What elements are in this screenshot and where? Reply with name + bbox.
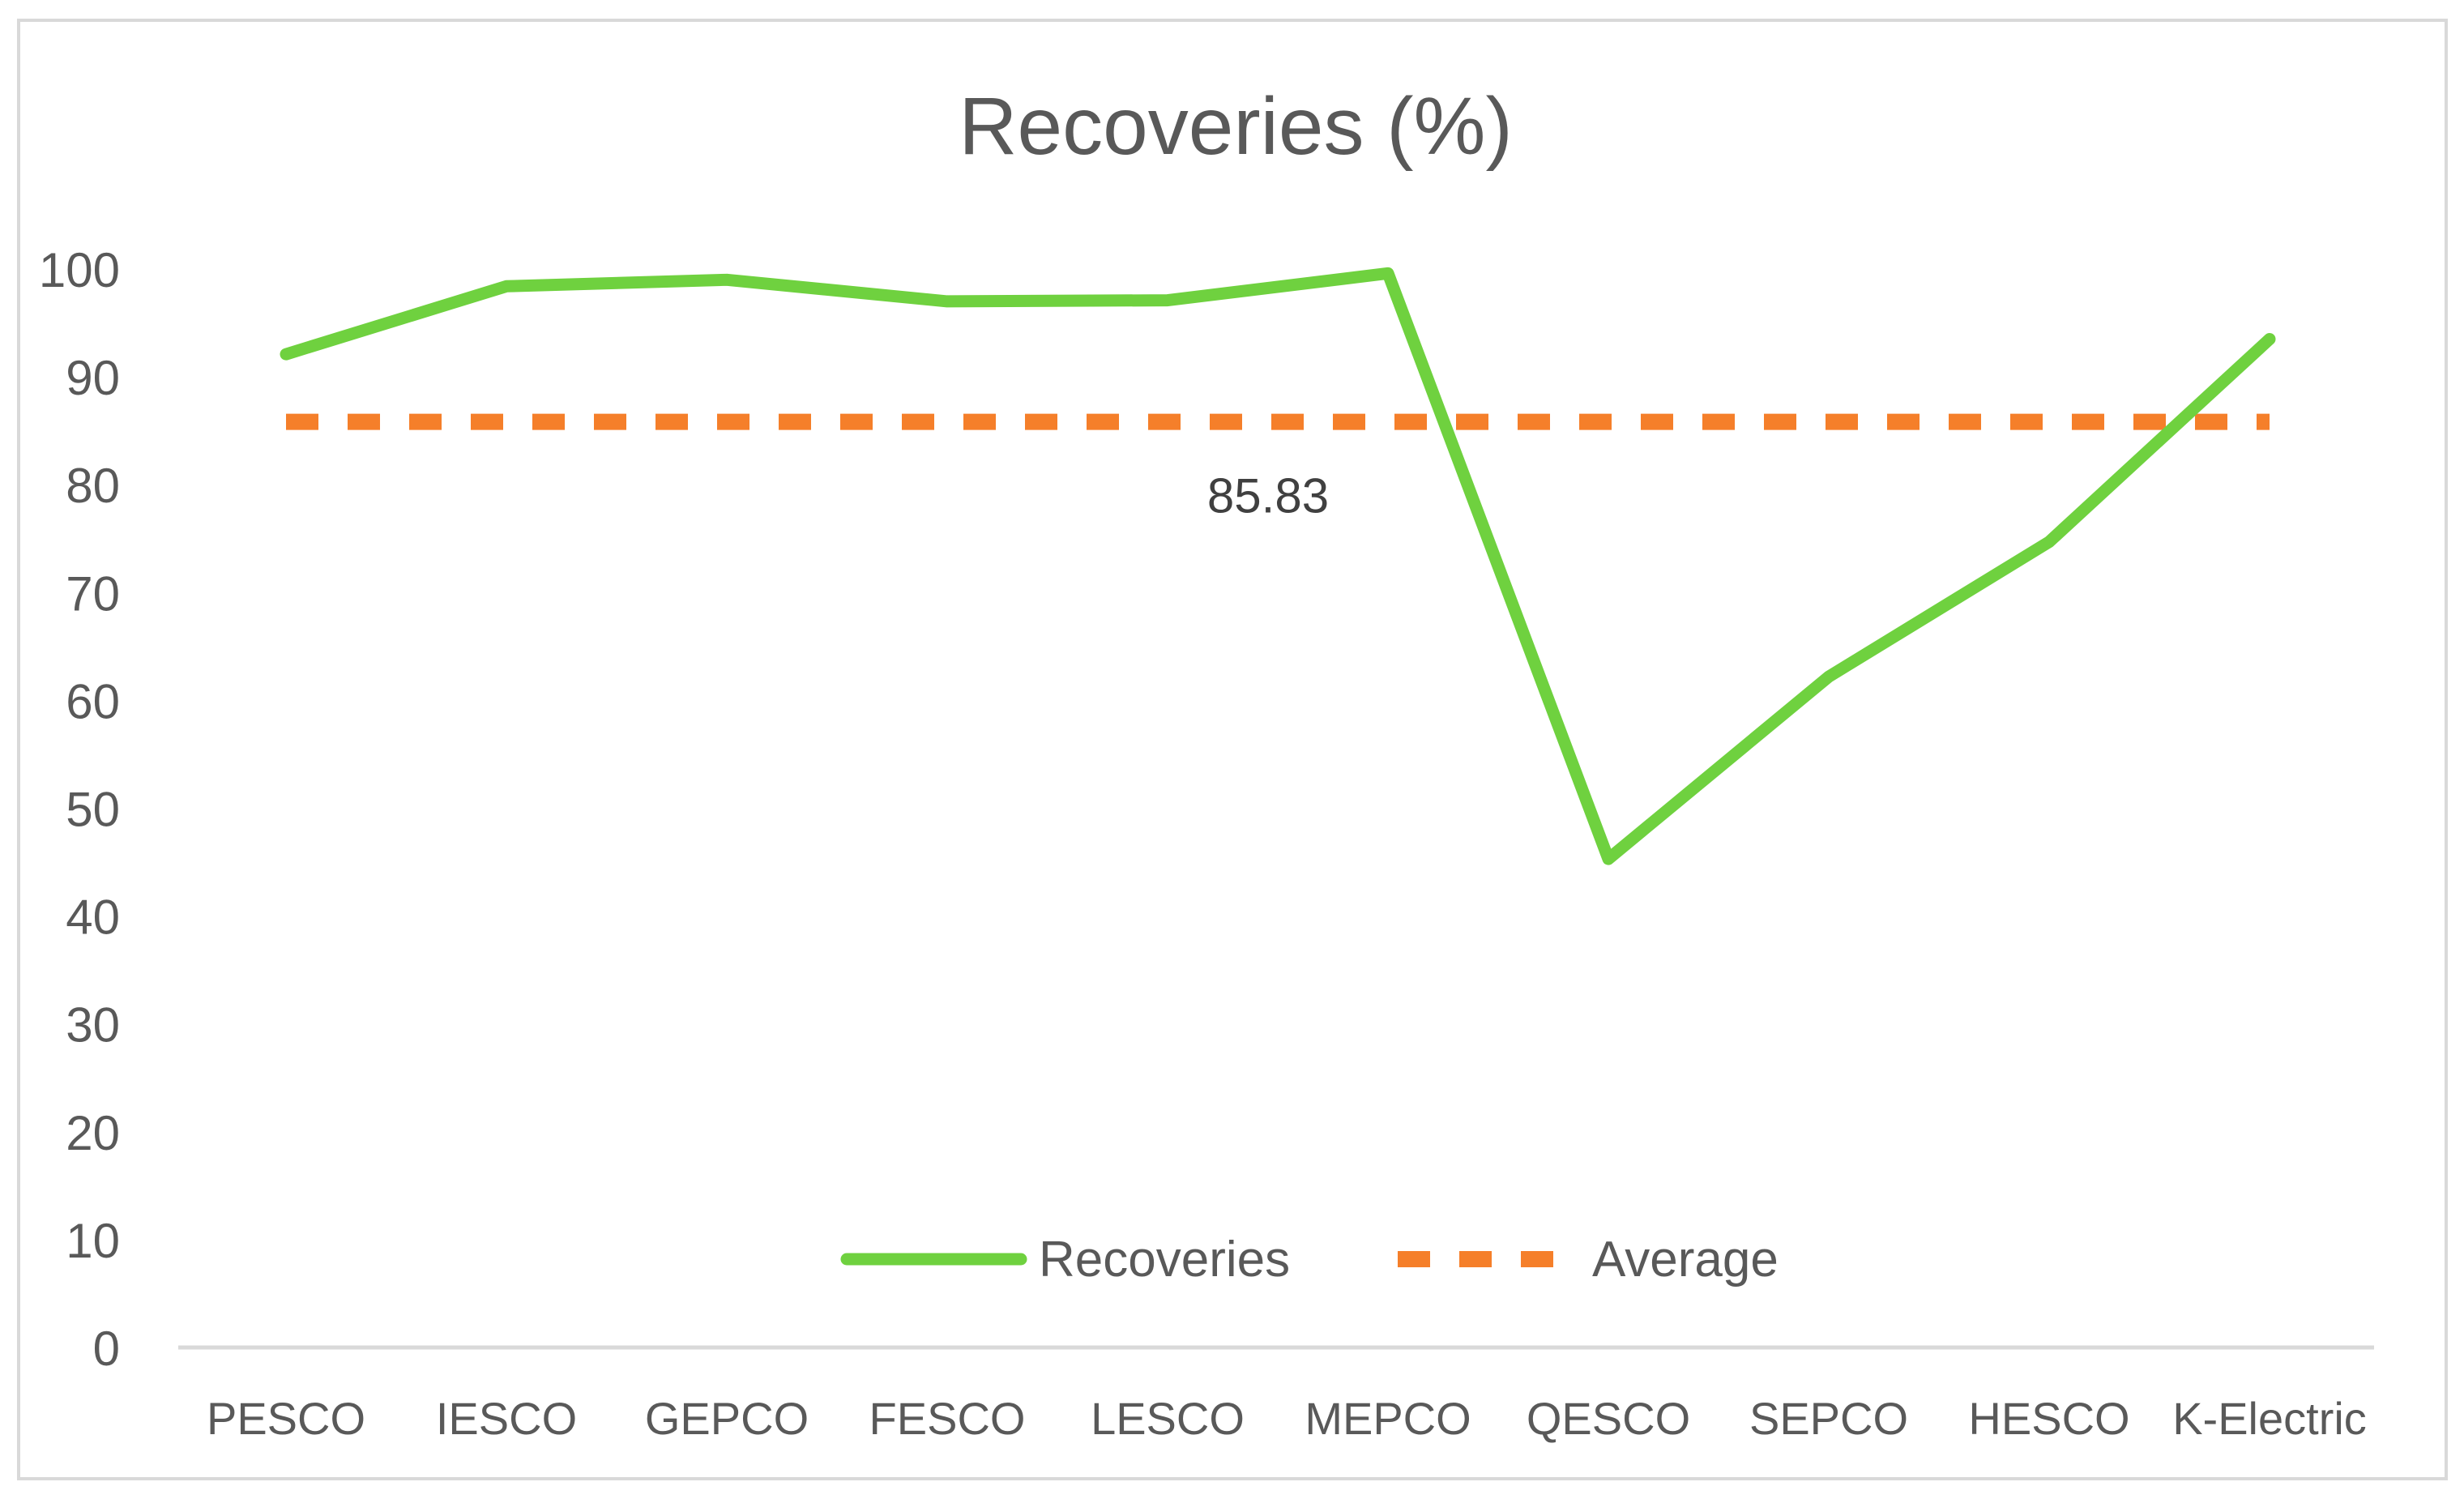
x-tick-label-qesco: QESCO xyxy=(1527,1393,1690,1444)
y-tick-label-30: 30 xyxy=(66,998,120,1053)
y-tick-label-0: 0 xyxy=(93,1322,120,1376)
y-axis-tick-labels: 0 10 20 30 40 50 60 70 80 90 100 xyxy=(39,243,120,1376)
data-labels: 85.83 xyxy=(1207,469,1329,523)
y-tick-label-20: 20 xyxy=(66,1106,120,1160)
legend: Recoveries Average xyxy=(840,1232,1779,1288)
x-tick-label-hesco: HESCO xyxy=(1968,1393,2129,1444)
chart-title: Recoveries (%) xyxy=(959,81,1513,172)
series-lines xyxy=(280,267,2276,865)
data-label-average: 85.83 xyxy=(1207,469,1329,523)
x-tick-label-fesco: FESCO xyxy=(869,1393,1026,1444)
chart-border xyxy=(17,19,2448,1480)
y-tick-label-40: 40 xyxy=(66,890,120,945)
x-axis-tick-labels: PESCO IESCO GEPCO FESCO LESCO MEPCO QESCO SEPCO… xyxy=(207,1393,2367,1444)
y-tick-label-10: 10 xyxy=(66,1214,120,1268)
y-tick-label-90: 90 xyxy=(66,351,120,405)
legend-label-average: Average xyxy=(1592,1232,1779,1288)
y-tick-label-100: 100 xyxy=(39,243,120,297)
legend-label-recoveries: Recoveries xyxy=(1039,1232,1290,1288)
x-tick-label-iesco: IESCO xyxy=(436,1393,577,1444)
y-tick-label-80: 80 xyxy=(66,459,120,513)
series-recoveries xyxy=(280,267,2276,865)
y-tick-label-60: 60 xyxy=(66,674,120,728)
x-tick-label-gepco: GEPCO xyxy=(645,1393,809,1444)
y-tick-label-50: 50 xyxy=(66,783,120,837)
x-tick-label-k-electric: K-Electric xyxy=(2172,1393,2367,1444)
x-tick-label-pesco: PESCO xyxy=(207,1393,365,1444)
y-tick-label-70: 70 xyxy=(66,566,120,621)
legend-item-recoveries: Recoveries xyxy=(840,1232,1290,1288)
x-tick-label-lesco: LESCO xyxy=(1091,1393,1245,1444)
x-tick-label-sepco: SEPCO xyxy=(1749,1393,1908,1444)
series-line-recoveries xyxy=(280,267,2276,865)
x-tick-label-mepco: MEPCO xyxy=(1305,1393,1471,1444)
legend-item-average: Average xyxy=(1398,1232,1779,1288)
